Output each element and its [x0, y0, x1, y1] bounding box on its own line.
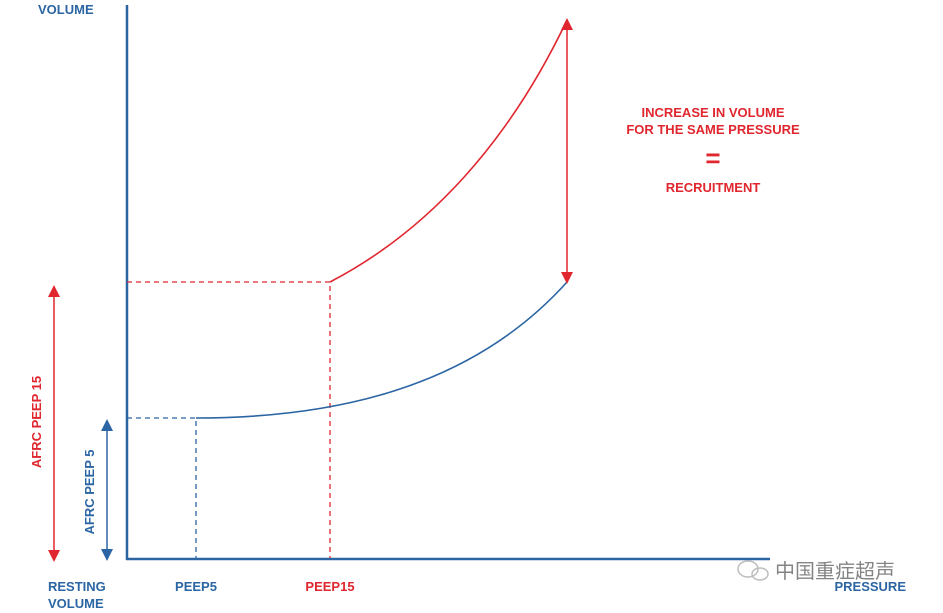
- peep5-guide: [127, 417, 197, 558]
- note-line: INCREASE IN VOLUME: [641, 105, 784, 120]
- watermark-icon: [737, 560, 769, 581]
- origin-label: RESTING: [48, 579, 106, 594]
- watermark: 中国重症超声: [775, 560, 895, 583]
- origin-label: VOLUME: [48, 596, 104, 611]
- peep15-label: PEEP15: [305, 579, 354, 594]
- afrc5-label: AFRC PEEP 5: [82, 449, 97, 534]
- recruited-curve: [329, 19, 568, 283]
- equals-sign: =: [705, 143, 720, 173]
- peep15-guide: [127, 281, 331, 558]
- afrc15-label: AFRC PEEP 15: [29, 376, 44, 468]
- note-line: FOR THE SAME PRESSURE: [626, 122, 800, 137]
- baseline-curve: [195, 281, 568, 419]
- x-label: PRESSURE: [834, 579, 906, 594]
- peep5-label: PEEP5: [175, 579, 217, 594]
- y-label: VOLUME: [38, 2, 94, 17]
- note-result: RECRUITMENT: [666, 180, 761, 195]
